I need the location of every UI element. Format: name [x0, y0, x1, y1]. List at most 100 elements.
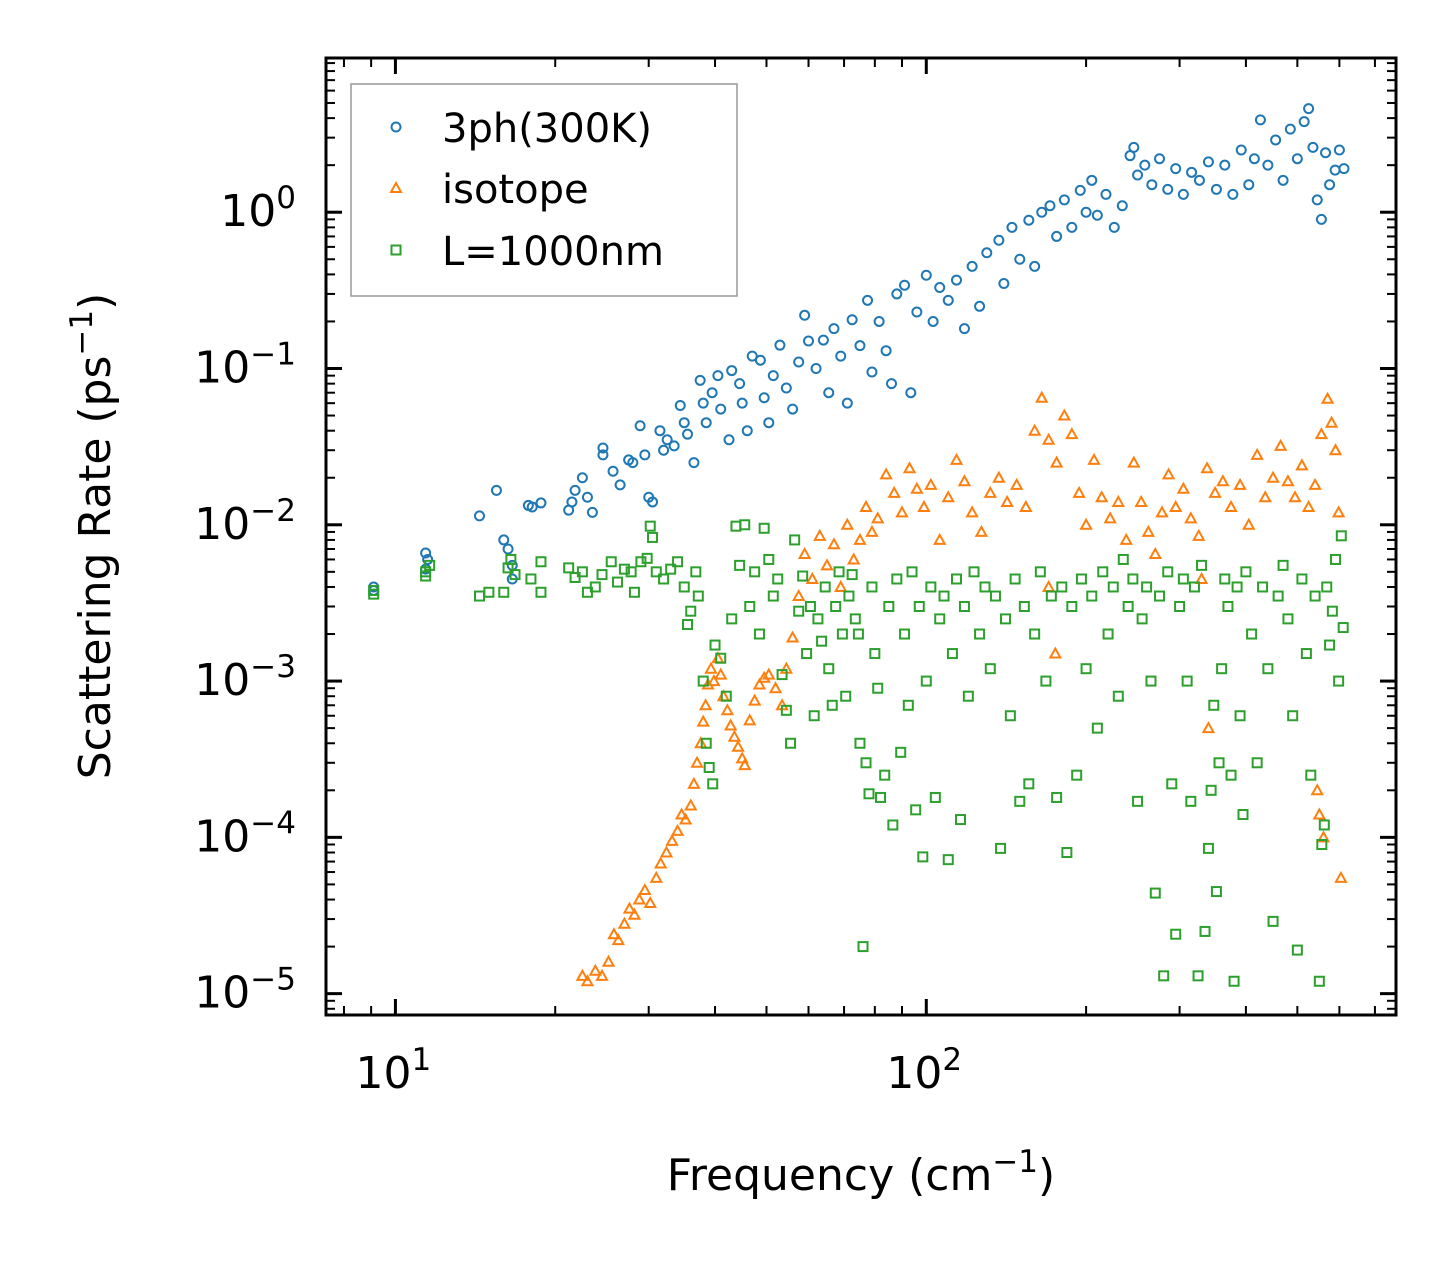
- data-point: [968, 566, 980, 578]
- data-point: [793, 356, 805, 368]
- data-point: [1023, 778, 1035, 790]
- data-point: [576, 472, 588, 484]
- data-point: [597, 449, 609, 461]
- data-point: [744, 601, 756, 613]
- data-point: [682, 619, 694, 631]
- data-point: [639, 449, 651, 461]
- data-point: [694, 374, 706, 386]
- data-point: [873, 315, 885, 327]
- data-point: [1311, 194, 1323, 206]
- data-point: [942, 854, 954, 866]
- data-point: [605, 556, 617, 568]
- data-point: [1243, 179, 1255, 191]
- data-point: [704, 661, 718, 674]
- data-point: [1057, 408, 1072, 421]
- data-point: [891, 573, 903, 585]
- data-point: [992, 470, 1006, 483]
- data-point: [768, 681, 783, 694]
- data-point: [834, 579, 848, 592]
- data-point: [1240, 566, 1252, 578]
- y-tick-label: 10−2: [194, 493, 296, 550]
- data-point: [1246, 628, 1258, 640]
- data-point: [1266, 470, 1280, 483]
- data-point: [649, 870, 663, 883]
- data-point: [1176, 481, 1191, 494]
- data-point: [899, 628, 911, 640]
- data-point: [853, 532, 867, 545]
- data-point: [823, 387, 835, 399]
- data-point: [805, 571, 820, 584]
- data-point: [1094, 490, 1109, 503]
- data-point: [1291, 944, 1303, 956]
- data-point: [618, 563, 630, 575]
- data-point: [955, 814, 967, 826]
- data-point: [1334, 870, 1348, 883]
- data-point: [1194, 571, 1209, 584]
- data-point: [473, 590, 485, 602]
- data-point: [910, 804, 922, 816]
- data-point: [535, 556, 547, 568]
- data-point: [1224, 499, 1238, 512]
- data-point: [692, 590, 704, 602]
- data-point: [1333, 144, 1345, 156]
- data-point: [749, 566, 761, 578]
- data-point: [635, 556, 647, 568]
- data-point: [917, 499, 931, 512]
- data-point: [789, 534, 801, 546]
- data-point: [1237, 809, 1249, 821]
- data-point: [1202, 156, 1214, 168]
- data-point: [1161, 467, 1176, 480]
- data-point: [913, 601, 925, 613]
- data-point: [700, 737, 712, 749]
- data-point: [767, 370, 779, 382]
- data-point: [924, 477, 938, 490]
- data-point: [1308, 477, 1322, 490]
- data-point: [1208, 485, 1222, 498]
- data-point: [741, 425, 753, 437]
- data-point: [758, 522, 770, 534]
- data-point: [846, 569, 858, 581]
- data-point: [820, 558, 834, 571]
- data-point: [808, 710, 820, 722]
- data-point: [505, 553, 517, 565]
- data-point: [1251, 757, 1263, 769]
- data-point: [762, 667, 776, 680]
- data-point: [1009, 573, 1021, 585]
- data-point: [723, 434, 735, 446]
- legend-label-3ph: 3ph(300K): [442, 106, 652, 152]
- data-point: [866, 366, 878, 378]
- data-point: [785, 630, 800, 643]
- data-point: [483, 586, 495, 598]
- data-point: [607, 927, 621, 940]
- data-point: [509, 569, 521, 581]
- data-point: [1146, 179, 1158, 191]
- data-point: [774, 339, 786, 351]
- data-point: [490, 484, 502, 496]
- data-point: [678, 581, 690, 593]
- data-point: [1122, 601, 1134, 613]
- data-point: [1058, 194, 1070, 206]
- data-point: [879, 769, 891, 781]
- data-point: [1108, 221, 1120, 233]
- data-point: [1116, 200, 1128, 212]
- data-point: [1074, 184, 1086, 196]
- data-point: [678, 812, 693, 825]
- data-point: [581, 491, 593, 503]
- data-point: [846, 314, 858, 326]
- data-point: [1321, 581, 1333, 593]
- legend-circle-icon: [390, 121, 402, 133]
- data-point: [797, 546, 812, 560]
- data-point: [827, 537, 841, 550]
- data-point: [1170, 928, 1182, 940]
- data-point: [622, 901, 637, 914]
- data-point: [641, 552, 653, 564]
- data-point: [703, 761, 715, 773]
- data-point: [535, 586, 547, 598]
- data-point: [780, 704, 792, 716]
- data-point: [965, 505, 979, 518]
- data-point: [1034, 566, 1046, 578]
- x-tick-label: 102: [886, 1042, 962, 1099]
- data-point: [1318, 819, 1330, 831]
- data-point: [668, 440, 680, 452]
- data-point: [902, 699, 914, 711]
